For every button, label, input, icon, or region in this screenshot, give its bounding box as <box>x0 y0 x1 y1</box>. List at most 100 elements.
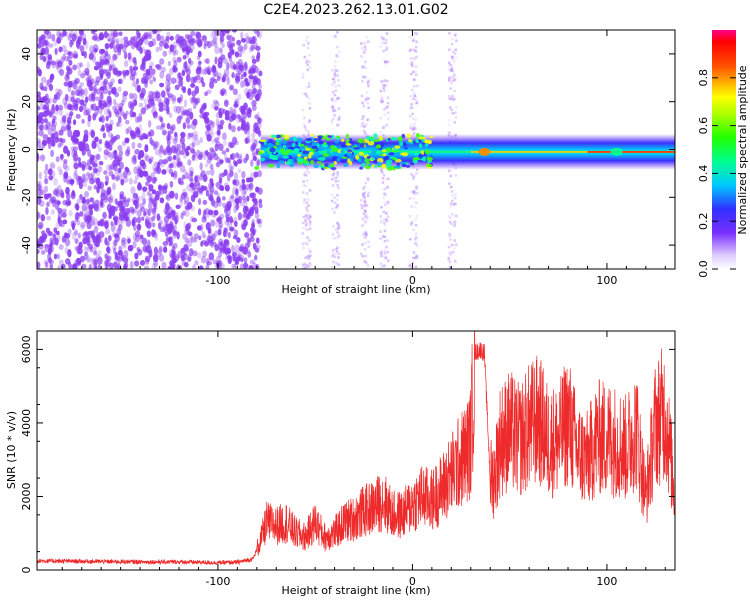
noise-cell <box>98 237 103 244</box>
streak-cell <box>415 187 418 191</box>
noise-cell <box>72 53 79 59</box>
noise-cell <box>182 151 188 159</box>
noise-cell <box>41 141 46 149</box>
noise-cell <box>174 133 179 142</box>
streak-cell <box>408 115 412 118</box>
noise-cell <box>225 147 230 153</box>
streak-cell <box>409 237 412 241</box>
noise-cell <box>197 198 202 205</box>
streak-cell <box>363 185 366 188</box>
noise-cell <box>147 120 152 128</box>
streak-cell <box>379 237 382 240</box>
noise-cell <box>68 59 73 66</box>
ridge-cell <box>385 147 392 152</box>
streak-cell <box>447 169 451 173</box>
noise-cell <box>189 111 194 120</box>
noise-cell <box>127 244 134 252</box>
streak-cell <box>304 219 307 223</box>
noise-cell <box>166 87 170 96</box>
streak-cell <box>332 106 335 109</box>
streak-cell <box>362 192 365 195</box>
noise-cell <box>95 253 101 262</box>
noise-cell <box>213 209 219 216</box>
noise-cell <box>183 200 188 206</box>
noise-cell <box>93 84 97 92</box>
noise-cell <box>37 104 40 110</box>
noise-cell <box>159 35 165 44</box>
streak-cell <box>383 249 387 253</box>
y-tick-label: -20 <box>20 188 33 206</box>
noise-cell <box>113 32 119 37</box>
noise-cell <box>165 35 170 42</box>
noise-cell <box>230 165 234 171</box>
streak-cell <box>364 48 367 51</box>
noise-cell <box>43 185 49 193</box>
noise-cell <box>48 83 54 92</box>
streak-cell <box>448 253 452 256</box>
noise-cell <box>75 113 81 119</box>
noise-cell <box>100 188 106 197</box>
noise-cell <box>62 97 68 106</box>
noise-cell <box>185 117 191 123</box>
streak-cell <box>335 262 338 265</box>
noise-cell <box>82 237 88 245</box>
noise-cell <box>152 143 157 150</box>
streak-cell <box>308 54 311 57</box>
noise-cell <box>231 136 238 145</box>
noise-cell <box>164 42 169 48</box>
streak-cell <box>365 233 368 237</box>
noise-cell <box>131 141 136 150</box>
noise-cell <box>224 30 231 34</box>
noise-cell <box>97 146 102 153</box>
noise-cell <box>186 256 192 262</box>
noise-cell <box>110 134 114 143</box>
noise-cell <box>60 61 64 68</box>
noise-cell <box>81 263 87 269</box>
noise-cell <box>223 57 228 65</box>
noise-cell <box>106 240 110 247</box>
noise-cell <box>254 114 259 120</box>
noise-cell <box>244 137 249 145</box>
noise-cell <box>191 141 196 148</box>
noise-cell <box>99 218 105 227</box>
noise-cell <box>254 206 259 214</box>
streak-cell <box>449 111 453 115</box>
streak-cell <box>335 250 339 253</box>
colorbar-label: Normalized spectral amplitude <box>736 65 749 234</box>
streak-cell <box>412 177 415 180</box>
noise-cell <box>167 266 172 269</box>
streak-cell <box>384 61 388 65</box>
streak-cell <box>409 127 412 130</box>
noise-cell <box>180 131 186 139</box>
ridge-cell <box>343 163 348 167</box>
noise-cell <box>37 211 40 220</box>
noise-cell <box>67 35 72 41</box>
streak-cell <box>387 117 390 121</box>
noise-cell <box>122 94 127 103</box>
streak-cell <box>414 40 418 44</box>
noise-cell <box>241 171 246 179</box>
streak-cell <box>331 106 334 110</box>
noise-cell <box>107 97 112 106</box>
noise-cell <box>233 172 239 180</box>
streak-cell <box>411 128 415 131</box>
noise-cell <box>173 170 178 178</box>
noise-cell <box>150 229 155 238</box>
noise-cell <box>141 190 146 200</box>
streak-cell <box>332 172 335 176</box>
noise-cell <box>145 181 150 187</box>
streak-cell <box>365 123 368 126</box>
noise-cell <box>144 170 149 177</box>
noise-cell <box>55 88 61 94</box>
ridge-cell <box>370 157 376 161</box>
noise-cell <box>191 154 196 161</box>
noise-cell <box>209 195 214 201</box>
streak-cell <box>454 31 458 35</box>
noise-cell <box>243 219 248 227</box>
streak-cell <box>361 79 364 82</box>
streak-cell <box>454 243 458 246</box>
noise-cell <box>164 203 171 212</box>
noise-cell <box>77 247 83 255</box>
noise-cell <box>221 75 226 82</box>
ridge-cell <box>278 145 283 149</box>
